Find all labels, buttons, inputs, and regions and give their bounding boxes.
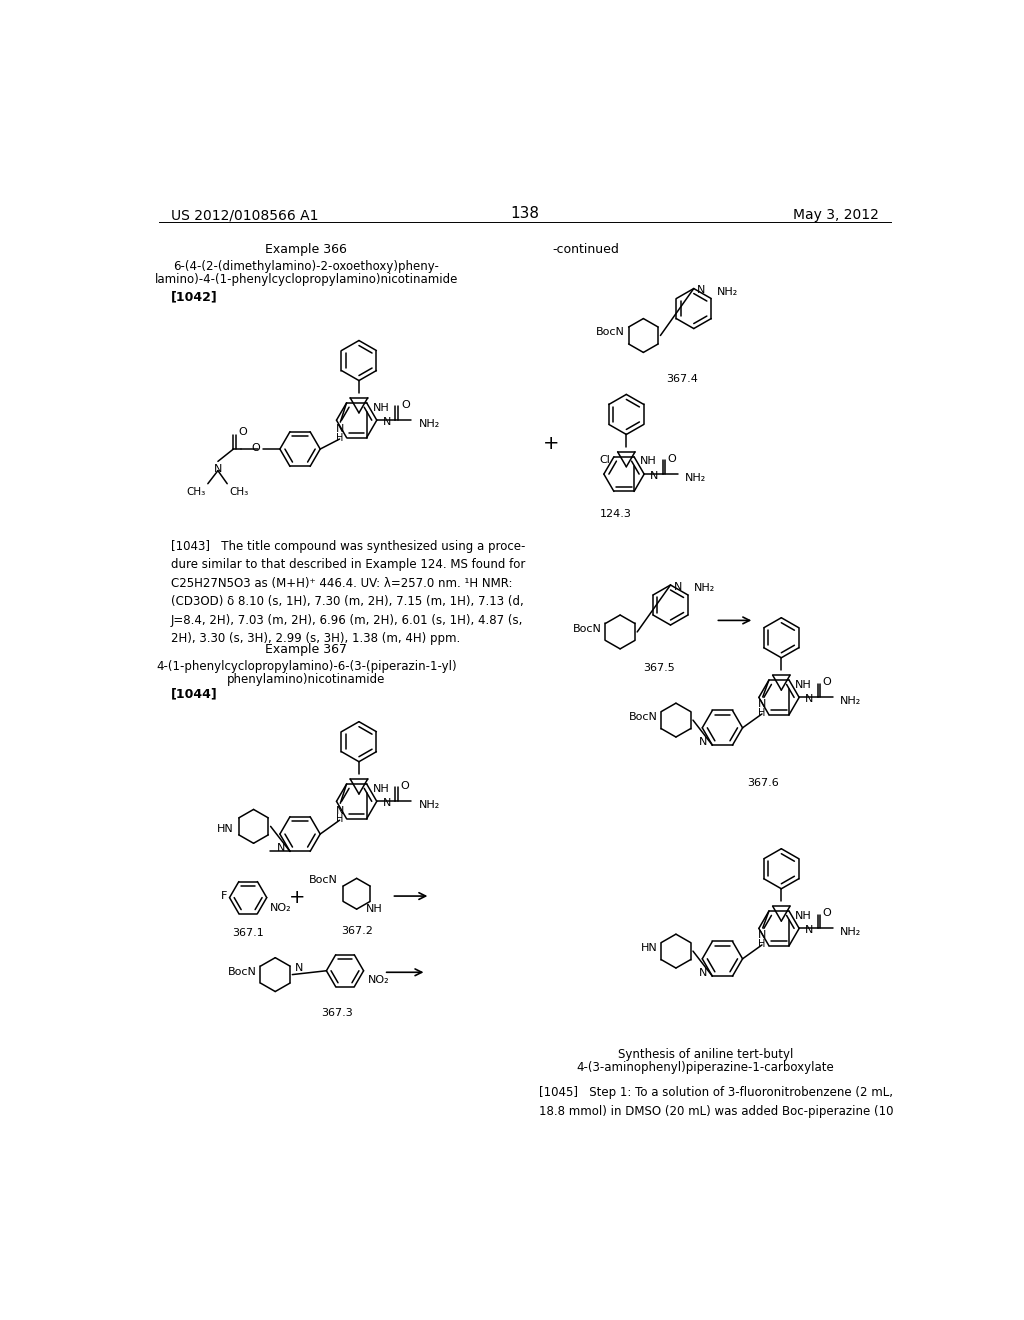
Text: [1044]: [1044]	[171, 688, 217, 701]
Text: 367.6: 367.6	[748, 779, 779, 788]
Text: NH: NH	[796, 911, 812, 921]
Text: NO₂: NO₂	[368, 975, 389, 985]
Text: CH₃: CH₃	[229, 487, 249, 496]
Text: BocN: BocN	[596, 327, 625, 338]
Text: 367.4: 367.4	[667, 374, 698, 384]
Text: -continued: -continued	[553, 243, 620, 256]
Text: 367.1: 367.1	[232, 928, 264, 939]
Text: BocN: BocN	[629, 711, 657, 722]
Text: O: O	[238, 428, 247, 437]
Text: H: H	[758, 939, 766, 949]
Text: N: N	[697, 285, 706, 296]
Text: NH₂: NH₂	[840, 927, 861, 937]
Text: NH₂: NH₂	[717, 286, 738, 297]
Text: +: +	[543, 434, 559, 453]
Text: 367.3: 367.3	[322, 1007, 353, 1018]
Text: 367.5: 367.5	[643, 663, 675, 673]
Text: +: +	[289, 888, 305, 907]
Text: [1043]   The title compound was synthesized using a proce-
dure similar to that : [1043] The title compound was synthesize…	[171, 540, 525, 645]
Text: O: O	[252, 442, 260, 453]
Text: May 3, 2012: May 3, 2012	[794, 209, 879, 223]
Text: HN: HN	[641, 942, 657, 953]
Text: N: N	[699, 968, 708, 978]
Text: N: N	[649, 471, 658, 480]
Text: N: N	[276, 843, 286, 853]
Text: O: O	[400, 781, 409, 791]
Text: 124.3: 124.3	[600, 508, 632, 519]
Text: NH: NH	[796, 680, 812, 690]
Text: O: O	[401, 400, 411, 409]
Text: lamino)-4-(1-phenylcyclopropylamino)nicotinamide: lamino)-4-(1-phenylcyclopropylamino)nico…	[155, 273, 458, 286]
Text: H: H	[336, 433, 343, 444]
Text: N: N	[758, 700, 766, 709]
Text: NH: NH	[366, 904, 383, 915]
Text: CH₃: CH₃	[186, 487, 206, 496]
Text: H: H	[336, 814, 343, 824]
Text: N: N	[295, 964, 303, 973]
Text: Synthesis of aniline tert-butyl: Synthesis of aniline tert-butyl	[617, 1048, 793, 1061]
Text: BocN: BocN	[572, 624, 601, 634]
Text: NH: NH	[373, 784, 390, 793]
Text: O: O	[822, 677, 831, 686]
Text: [1042]: [1042]	[171, 290, 217, 304]
Text: NH₂: NH₂	[419, 418, 440, 429]
Text: NH₂: NH₂	[419, 800, 440, 809]
Text: N: N	[383, 797, 391, 808]
Text: BocN: BocN	[309, 875, 338, 884]
Text: N: N	[674, 582, 682, 591]
Text: N: N	[805, 694, 814, 704]
Text: Example 366: Example 366	[265, 243, 347, 256]
Text: N: N	[336, 805, 344, 816]
Text: N: N	[805, 925, 814, 935]
Text: [1045]   Step 1: To a solution of 3-fluoronitrobenzene (2 mL,
18.8 mmol) in DMSO: [1045] Step 1: To a solution of 3-fluoro…	[539, 1086, 893, 1118]
Text: NH₂: NH₂	[693, 583, 715, 593]
Text: Cl: Cl	[599, 455, 610, 465]
Text: BocN: BocN	[227, 966, 257, 977]
Text: O: O	[668, 454, 676, 463]
Text: N: N	[336, 425, 344, 434]
Text: O: O	[822, 908, 831, 917]
Text: NH: NH	[640, 457, 657, 466]
Text: N: N	[214, 465, 222, 474]
Text: N: N	[758, 931, 766, 940]
Text: 138: 138	[510, 206, 540, 222]
Text: N: N	[383, 417, 391, 426]
Text: US 2012/0108566 A1: US 2012/0108566 A1	[171, 209, 318, 223]
Text: H: H	[758, 708, 766, 718]
Text: NO₂: NO₂	[270, 903, 292, 913]
Text: 4-(3-aminophenyl)piperazine-1-carboxylate: 4-(3-aminophenyl)piperazine-1-carboxylat…	[577, 1061, 835, 1074]
Text: NH₂: NH₂	[840, 696, 861, 706]
Text: 6-(4-(2-(dimethylamino)-2-oxoethoxy)pheny-: 6-(4-(2-(dimethylamino)-2-oxoethoxy)phen…	[173, 260, 439, 273]
Text: phenylamino)nicotinamide: phenylamino)nicotinamide	[227, 673, 385, 686]
Text: 367.2: 367.2	[341, 927, 373, 936]
Text: NH₂: NH₂	[684, 473, 706, 483]
Text: 4-(1-phenylcyclopropylamino)-6-(3-(piperazin-1-yl): 4-(1-phenylcyclopropylamino)-6-(3-(piper…	[156, 660, 457, 673]
Text: Example 367: Example 367	[265, 644, 347, 656]
Text: NH: NH	[373, 403, 390, 413]
Text: HN: HN	[217, 824, 233, 834]
Text: F: F	[221, 891, 227, 902]
Text: N: N	[699, 737, 708, 747]
